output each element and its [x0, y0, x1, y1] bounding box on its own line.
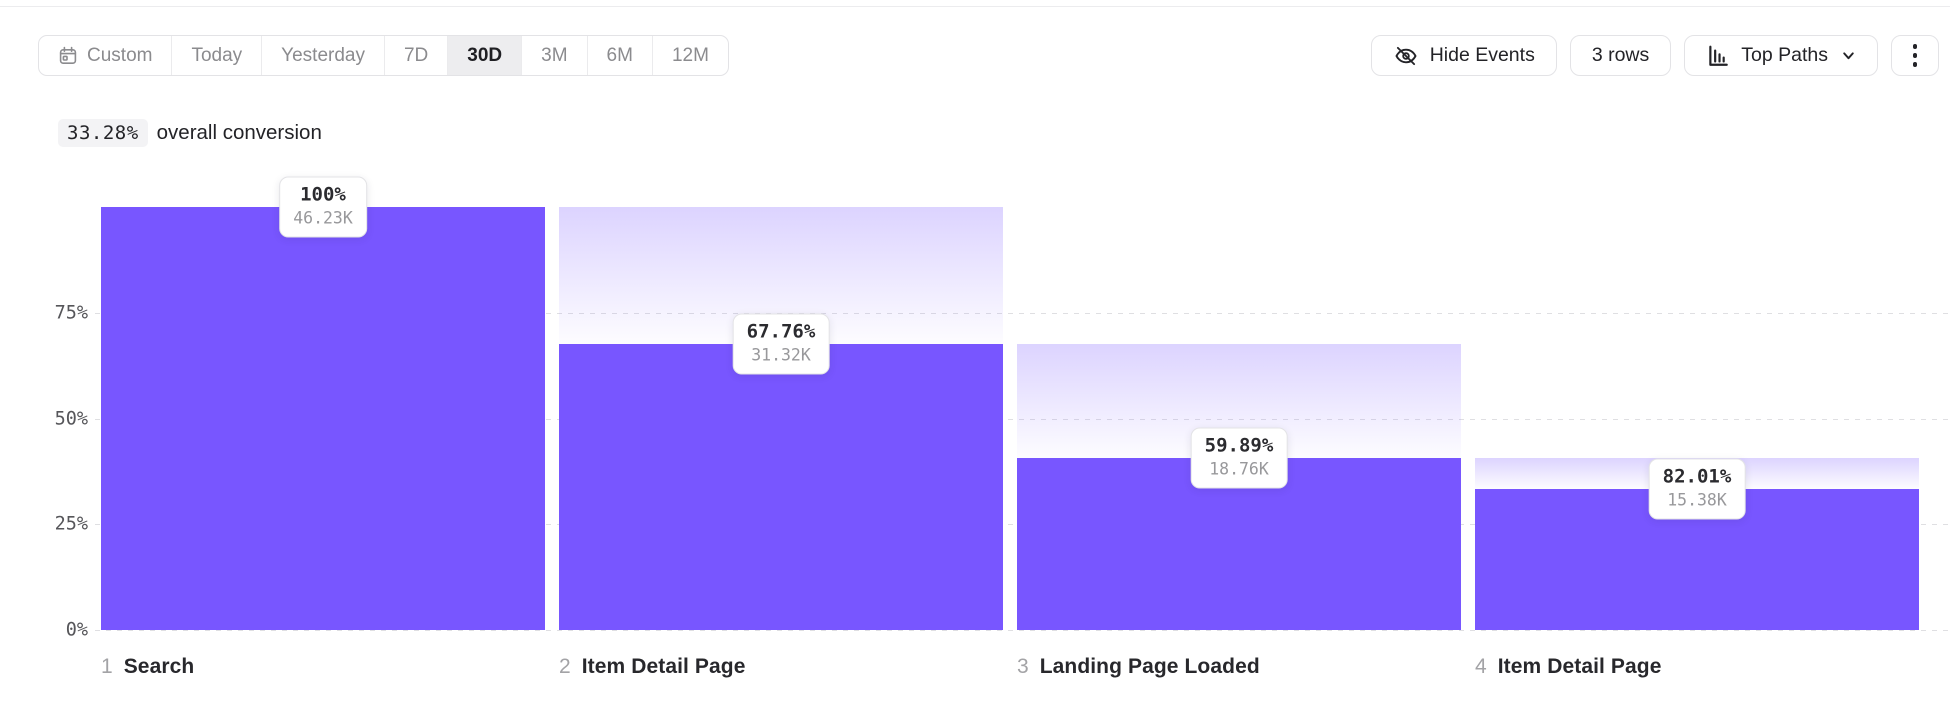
date-range-label: Custom [87, 44, 153, 66]
step-name: Search [123, 655, 195, 678]
toolbar-right-cluster: Hide Events 3 rows Top Paths [1370, 35, 1939, 76]
top-divider [0, 6, 1950, 7]
hide-events-label: Hide Events [1429, 44, 1535, 66]
date-range-7d[interactable]: 7D [383, 36, 447, 75]
conversion-tooltip-step-4: 82.01% 15.38K [1648, 458, 1746, 520]
date-range-12m[interactable]: 12M [651, 36, 728, 75]
y-axis-tick-label: 0% [65, 619, 88, 641]
gridline-50 [95, 418, 1950, 420]
kebab-menu-icon [1912, 44, 1918, 67]
y-axis-tick-label: 50% [54, 408, 88, 430]
date-range-label: 7D [403, 44, 429, 66]
step-name: Item Detail Page [1497, 655, 1662, 678]
date-range-label: 30D [467, 44, 503, 66]
date-range-3m[interactable]: 3M [521, 36, 586, 75]
chevron-down-icon [1841, 48, 1856, 63]
step-label-1[interactable]: 1 Search [101, 655, 194, 679]
date-range-yesterday[interactable]: Yesterday [261, 36, 384, 75]
date-range-picker: Custom Today Yesterday 7D 30D 3M 6M 12M [38, 35, 729, 76]
step-name: Landing Page Loaded [1039, 655, 1260, 678]
overall-conversion-summary: 33.28% overall conversion [58, 119, 322, 147]
step-number: 3 [1017, 655, 1029, 678]
step-label-2[interactable]: 2 Item Detail Page [559, 655, 746, 679]
hide-events-button[interactable]: Hide Events [1370, 35, 1557, 76]
conversion-tooltip-step-1: 100% 46.23K [279, 176, 367, 238]
report-toolbar: Custom Today Yesterday 7D 30D 3M 6M 12M Hide Ev… [0, 35, 1950, 76]
funnel-bar-step-2[interactable] [559, 343, 1003, 630]
eye-slash-icon [1393, 43, 1419, 69]
top-paths-dropdown[interactable]: Top Paths [1684, 35, 1878, 76]
more-options-button[interactable] [1891, 35, 1939, 76]
date-range-30d[interactable]: 30D [447, 36, 522, 75]
step-number: 2 [559, 655, 571, 678]
step-count: 18.76K [1209, 459, 1269, 479]
date-range-6m[interactable]: 6M [586, 36, 652, 75]
gridline-0 [95, 630, 1950, 631]
step-label-4[interactable]: 4 Item Detail Page [1475, 655, 1662, 679]
overall-conversion-value: 33.28% [58, 119, 148, 147]
date-range-label: Today [191, 44, 243, 66]
step-conversion-percent: 100% [300, 183, 346, 206]
gridline-75 [95, 312, 1950, 314]
y-axis-tick-label: 25% [54, 513, 88, 535]
step-conversion-percent: 59.89% [1204, 434, 1274, 457]
step-name: Item Detail Page [581, 655, 746, 678]
date-range-label: Yesterday [281, 44, 365, 66]
step-number: 1 [101, 655, 113, 678]
histogram-icon [1706, 44, 1730, 68]
conversion-tooltip-step-2: 67.76% 31.32K [732, 313, 830, 375]
step-conversion-percent: 82.01% [1662, 465, 1732, 488]
calendar-icon [58, 46, 78, 66]
date-range-custom[interactable]: Custom [39, 36, 171, 75]
date-range-label: 3M [541, 44, 568, 66]
date-range-label: 12M [671, 44, 709, 66]
step-conversion-percent: 67.76% [746, 320, 816, 343]
date-range-label: 6M [606, 44, 633, 66]
step-label-3[interactable]: 3 Landing Page Loaded [1017, 655, 1260, 679]
step-number: 4 [1475, 655, 1487, 678]
rows-button[interactable]: 3 rows [1569, 35, 1672, 76]
rows-label: 3 rows [1591, 44, 1650, 66]
funnel-bar-step-1[interactable] [101, 207, 545, 630]
conversion-tooltip-step-3: 59.89% 18.76K [1190, 427, 1288, 489]
overall-conversion-text: overall conversion [156, 121, 322, 144]
y-axis-tick-label: 75% [54, 302, 88, 324]
top-paths-label: Top Paths [1741, 44, 1828, 66]
step-count: 46.23K [293, 208, 353, 228]
step-count: 15.38K [1667, 490, 1727, 510]
date-range-today[interactable]: Today [171, 36, 261, 75]
step-count: 31.32K [751, 345, 811, 365]
